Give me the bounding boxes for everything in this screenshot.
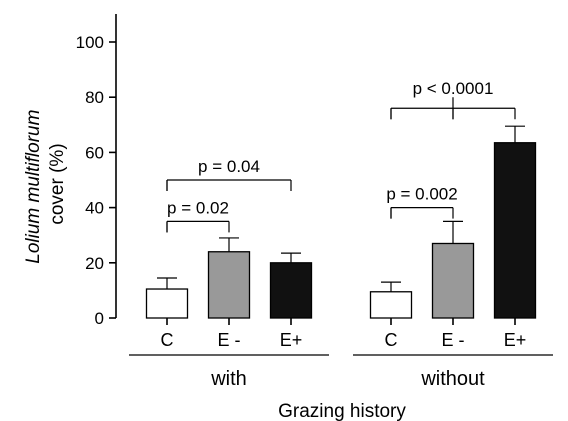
bars-layer [145,125,537,319]
x-axis-labels: C E - E+ with C E - E+ without [129,318,553,390]
y-tick-label: 80 [85,88,104,107]
y-tick-label: 60 [85,143,104,162]
y-axis-title-line2: cover (%) [47,143,68,224]
y-axis-title: Lolium multiflorum cover (%) [23,104,68,263]
category-label: E - [441,330,464,350]
category-label: C [161,330,174,350]
category-label: E+ [504,330,527,350]
bar [207,251,251,319]
y-tick-label: 40 [85,199,104,218]
p-value-label: p = 0.002 [386,185,457,204]
bar [493,142,537,319]
x-axis-title: Grazing history [278,401,406,421]
bar [269,262,313,319]
y-tick-label: 20 [85,254,104,273]
category-label: E - [217,330,240,350]
y-tick-label: 100 [76,33,104,52]
bar [145,288,189,319]
y-axis-title-line1: Lolium multiflorum [23,110,44,264]
p-value-label: p < 0.0001 [413,79,494,98]
significance-brackets: p = 0.02 p = 0.04 p = 0.002 p < 0.0001 [166,79,516,233]
y-tick-label: 0 [95,309,104,328]
category-label: C [385,330,398,350]
p-value-label: p = 0.04 [198,157,260,176]
category-label: E+ [280,330,303,350]
bar [431,242,475,319]
p-value-label: p = 0.02 [167,198,229,217]
group-label: with [210,368,247,390]
bar [369,291,413,319]
y-axis: 0 20 40 60 80 100 [76,14,117,328]
group-label: without [420,368,485,390]
